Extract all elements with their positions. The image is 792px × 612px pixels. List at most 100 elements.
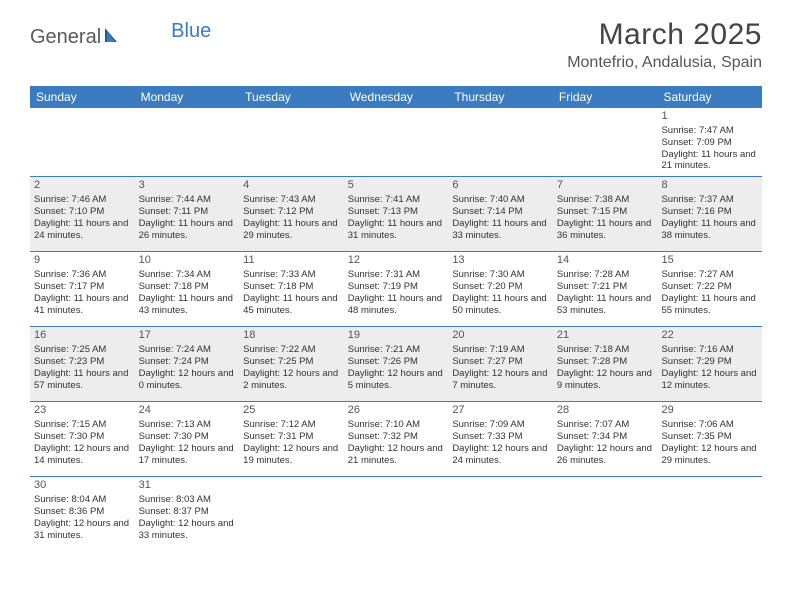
sunset-line: Sunset: 7:22 PM	[661, 281, 758, 293]
sunset-line: Sunset: 7:18 PM	[243, 281, 340, 293]
calendar-week: 9Sunrise: 7:36 AMSunset: 7:17 PMDaylight…	[30, 252, 762, 327]
day-number: 5	[348, 179, 445, 193]
sunset-line: Sunset: 7:26 PM	[348, 356, 445, 368]
calendar-cell: 3Sunrise: 7:44 AMSunset: 7:11 PMDaylight…	[135, 177, 240, 251]
calendar-cell-empty	[239, 108, 344, 176]
day-number: 24	[139, 404, 236, 418]
sunset-line: Sunset: 7:14 PM	[452, 206, 549, 218]
day-number: 13	[452, 254, 549, 268]
sunset-line: Sunset: 7:33 PM	[452, 431, 549, 443]
daylight-line: Daylight: 11 hours and 50 minutes.	[452, 293, 549, 317]
calendar-body: 1Sunrise: 7:47 AMSunset: 7:09 PMDaylight…	[30, 108, 762, 551]
sunset-line: Sunset: 7:35 PM	[661, 431, 758, 443]
calendar-cell-empty	[30, 108, 135, 176]
calendar-cell: 6Sunrise: 7:40 AMSunset: 7:14 PMDaylight…	[448, 177, 553, 251]
daylight-line: Daylight: 11 hours and 57 minutes.	[34, 368, 131, 392]
calendar-cell: 4Sunrise: 7:43 AMSunset: 7:12 PMDaylight…	[239, 177, 344, 251]
daylight-line: Daylight: 11 hours and 41 minutes.	[34, 293, 131, 317]
calendar-cell: 11Sunrise: 7:33 AMSunset: 7:18 PMDayligh…	[239, 252, 344, 326]
daylight-line: Daylight: 12 hours and 14 minutes.	[34, 443, 131, 467]
sunset-line: Sunset: 7:09 PM	[661, 137, 758, 149]
daylight-line: Daylight: 12 hours and 7 minutes.	[452, 368, 549, 392]
daylight-line: Daylight: 11 hours and 29 minutes.	[243, 218, 340, 242]
calendar-cell-empty	[344, 477, 449, 551]
dayhead-friday: Friday	[553, 86, 658, 108]
calendar-cell: 14Sunrise: 7:28 AMSunset: 7:21 PMDayligh…	[553, 252, 658, 326]
sunrise-line: Sunrise: 7:31 AM	[348, 269, 445, 281]
daylight-line: Daylight: 12 hours and 31 minutes.	[34, 518, 131, 542]
sunrise-line: Sunrise: 7:06 AM	[661, 419, 758, 431]
day-number: 9	[34, 254, 131, 268]
dayhead-monday: Monday	[135, 86, 240, 108]
calendar-cell-empty	[553, 477, 658, 551]
daylight-line: Daylight: 12 hours and 12 minutes.	[661, 368, 758, 392]
daylight-line: Daylight: 11 hours and 36 minutes.	[557, 218, 654, 242]
day-number: 15	[661, 254, 758, 268]
sunset-line: Sunset: 8:36 PM	[34, 506, 131, 518]
daylight-line: Daylight: 12 hours and 17 minutes.	[139, 443, 236, 467]
sunset-line: Sunset: 8:37 PM	[139, 506, 236, 518]
calendar-cell: 8Sunrise: 7:37 AMSunset: 7:16 PMDaylight…	[657, 177, 762, 251]
day-number: 18	[243, 329, 340, 343]
title-block: March 2025 Montefrio, Andalusia, Spain	[567, 18, 762, 72]
sunrise-line: Sunrise: 7:22 AM	[243, 344, 340, 356]
sunrise-line: Sunrise: 7:16 AM	[661, 344, 758, 356]
sunrise-line: Sunrise: 7:18 AM	[557, 344, 654, 356]
dayhead-sunday: Sunday	[30, 86, 135, 108]
calendar-cell: 20Sunrise: 7:19 AMSunset: 7:27 PMDayligh…	[448, 327, 553, 401]
calendar-cell: 17Sunrise: 7:24 AMSunset: 7:24 PMDayligh…	[135, 327, 240, 401]
calendar-cell: 13Sunrise: 7:30 AMSunset: 7:20 PMDayligh…	[448, 252, 553, 326]
sunset-line: Sunset: 7:27 PM	[452, 356, 549, 368]
day-number: 8	[661, 179, 758, 193]
calendar-cell: 23Sunrise: 7:15 AMSunset: 7:30 PMDayligh…	[30, 402, 135, 476]
calendar-cell: 16Sunrise: 7:25 AMSunset: 7:23 PMDayligh…	[30, 327, 135, 401]
sunrise-line: Sunrise: 7:33 AM	[243, 269, 340, 281]
sunrise-line: Sunrise: 7:09 AM	[452, 419, 549, 431]
sunset-line: Sunset: 7:17 PM	[34, 281, 131, 293]
daylight-line: Daylight: 12 hours and 29 minutes.	[661, 443, 758, 467]
sunset-line: Sunset: 7:30 PM	[34, 431, 131, 443]
calendar-cell: 25Sunrise: 7:12 AMSunset: 7:31 PMDayligh…	[239, 402, 344, 476]
day-number: 11	[243, 254, 340, 268]
daylight-line: Daylight: 11 hours and 24 minutes.	[34, 218, 131, 242]
daylight-line: Daylight: 12 hours and 24 minutes.	[452, 443, 549, 467]
day-number: 12	[348, 254, 445, 268]
sunrise-line: Sunrise: 7:10 AM	[348, 419, 445, 431]
calendar-cell: 27Sunrise: 7:09 AMSunset: 7:33 PMDayligh…	[448, 402, 553, 476]
daylight-line: Daylight: 11 hours and 53 minutes.	[557, 293, 654, 317]
day-number: 30	[34, 479, 131, 493]
daylight-line: Daylight: 12 hours and 33 minutes.	[139, 518, 236, 542]
day-number: 2	[34, 179, 131, 193]
day-number: 25	[243, 404, 340, 418]
daylight-line: Daylight: 12 hours and 21 minutes.	[348, 443, 445, 467]
day-number: 10	[139, 254, 236, 268]
calendar-week: 1Sunrise: 7:47 AMSunset: 7:09 PMDaylight…	[30, 108, 762, 177]
sunrise-line: Sunrise: 7:19 AM	[452, 344, 549, 356]
dayhead-saturday: Saturday	[657, 86, 762, 108]
sunset-line: Sunset: 7:28 PM	[557, 356, 654, 368]
day-number: 1	[661, 110, 758, 124]
sunrise-line: Sunrise: 8:03 AM	[139, 494, 236, 506]
sunset-line: Sunset: 7:25 PM	[243, 356, 340, 368]
sunset-line: Sunset: 7:21 PM	[557, 281, 654, 293]
calendar-cell-empty	[553, 108, 658, 176]
calendar-cell: 7Sunrise: 7:38 AMSunset: 7:15 PMDaylight…	[553, 177, 658, 251]
sunset-line: Sunset: 7:19 PM	[348, 281, 445, 293]
calendar-cell: 9Sunrise: 7:36 AMSunset: 7:17 PMDaylight…	[30, 252, 135, 326]
logo: General Blue	[30, 26, 211, 49]
sunset-line: Sunset: 7:11 PM	[139, 206, 236, 218]
calendar-cell: 30Sunrise: 8:04 AMSunset: 8:36 PMDayligh…	[30, 477, 135, 551]
day-number: 26	[348, 404, 445, 418]
sunrise-line: Sunrise: 7:12 AM	[243, 419, 340, 431]
daylight-line: Daylight: 11 hours and 43 minutes.	[139, 293, 236, 317]
sunrise-line: Sunrise: 7:21 AM	[348, 344, 445, 356]
sunset-line: Sunset: 7:29 PM	[661, 356, 758, 368]
sunset-line: Sunset: 7:10 PM	[34, 206, 131, 218]
daylight-line: Daylight: 11 hours and 31 minutes.	[348, 218, 445, 242]
sunrise-line: Sunrise: 7:13 AM	[139, 419, 236, 431]
calendar-cell-empty	[135, 108, 240, 176]
sunset-line: Sunset: 7:31 PM	[243, 431, 340, 443]
sunrise-line: Sunrise: 7:43 AM	[243, 194, 340, 206]
calendar-cell-empty	[448, 477, 553, 551]
month-title: March 2025	[567, 18, 762, 52]
